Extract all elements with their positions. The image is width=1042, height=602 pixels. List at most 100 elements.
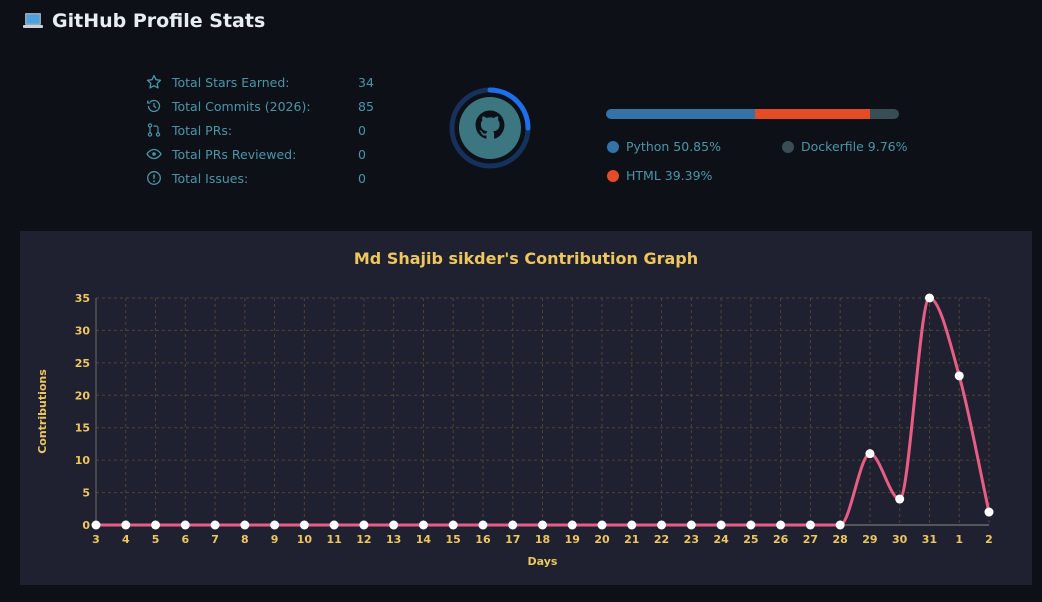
x-tick-label: 12 <box>356 533 371 546</box>
chart-title: Md Shajib sikder's Contribution Graph <box>353 249 699 268</box>
data-point <box>91 520 101 530</box>
x-tick-label: 5 <box>152 533 160 546</box>
x-tick-label: 26 <box>773 533 789 546</box>
data-point <box>121 520 131 530</box>
dockerfile-dot-icon <box>782 140 794 153</box>
stat-label: Total Commits (2026): <box>172 98 311 114</box>
x-tick-label: 3 <box>92 533 100 546</box>
data-point <box>686 520 696 530</box>
data-point <box>865 449 875 459</box>
stat-value: 0 <box>358 170 366 186</box>
language-bar <box>606 109 899 119</box>
language-bar-html <box>754 109 871 119</box>
data-point <box>924 293 934 303</box>
y-tick-label: 20 <box>75 389 91 402</box>
pull-request-icon <box>147 123 161 137</box>
stat-row-reviews: Total PRs Reviewed: 0 <box>146 144 386 164</box>
x-tick-label: 21 <box>624 533 639 546</box>
x-tick-label: 30 <box>892 533 908 546</box>
data-point <box>270 520 280 530</box>
y-tick-label: 10 <box>75 454 91 467</box>
data-point <box>597 520 607 530</box>
data-point <box>151 520 161 530</box>
x-tick-label: 9 <box>271 533 279 546</box>
stat-value: 34 <box>358 74 374 90</box>
stat-label: Total PRs: <box>172 122 233 138</box>
x-tick-label: 17 <box>505 533 520 546</box>
data-point <box>984 507 994 517</box>
y-tick-label: 5 <box>82 487 90 500</box>
x-tick-label: 2 <box>985 533 993 546</box>
x-tick-label: 31 <box>922 533 937 546</box>
y-tick-label: 0 <box>82 519 90 532</box>
x-tick-label: 23 <box>684 533 699 546</box>
data-point <box>567 520 577 530</box>
legend-html: HTML 39.39% <box>607 168 712 183</box>
star-icon <box>146 74 162 89</box>
x-tick-label: 25 <box>743 533 758 546</box>
data-point <box>418 520 428 530</box>
progress-ring-fill <box>449 87 531 169</box>
python-dot-icon <box>607 140 619 153</box>
x-tick-label: 18 <box>535 533 550 546</box>
data-point <box>299 520 309 530</box>
data-point <box>627 520 637 530</box>
data-point <box>657 520 667 530</box>
data-point <box>954 371 964 381</box>
legend-python: Python 50.85% <box>607 139 721 154</box>
language-bar-dockerfile <box>870 109 899 119</box>
data-point <box>716 520 726 530</box>
y-tick-label: 35 <box>75 292 90 305</box>
data-point <box>895 494 905 504</box>
x-tick-label: 10 <box>297 533 313 546</box>
data-point <box>448 520 458 530</box>
stat-label: Total Stars Earned: <box>172 74 290 90</box>
x-tick-label: 8 <box>241 533 249 546</box>
x-tick-label: 15 <box>446 533 461 546</box>
y-tick-label: 30 <box>75 324 91 337</box>
data-point <box>835 520 845 530</box>
stat-label: Total Issues: <box>172 170 249 186</box>
stat-value: 85 <box>358 98 374 114</box>
stat-label: Total PRs Reviewed: <box>172 146 297 162</box>
y-axis-label: Contributions <box>36 369 49 454</box>
y-tick-label: 25 <box>75 357 90 370</box>
avatar-circle <box>459 97 521 159</box>
eye-icon <box>146 148 162 160</box>
laptop-icon <box>23 13 43 28</box>
x-tick-label: 14 <box>416 533 432 546</box>
data-point <box>359 520 369 530</box>
stat-row-stars: Total Stars Earned: 34 <box>146 72 386 92</box>
x-tick-label: 16 <box>475 533 491 546</box>
legend-dockerfile: Dockerfile 9.76% <box>782 139 908 154</box>
y-tick-label: 15 <box>75 422 90 435</box>
data-point <box>805 520 815 530</box>
x-tick-label: 7 <box>211 533 219 546</box>
x-tick-label: 4 <box>122 533 130 546</box>
legend-dockerfile-label: Dockerfile 9.76% <box>801 139 908 154</box>
x-tick-label: 22 <box>654 533 669 546</box>
x-tick-label: 19 <box>565 533 580 546</box>
x-tick-label: 6 <box>181 533 189 546</box>
data-point <box>478 520 488 530</box>
language-bar-python <box>606 109 755 119</box>
x-tick-label: 27 <box>803 533 818 546</box>
history-icon <box>147 99 161 113</box>
github-icon <box>475 110 505 139</box>
stat-value: 0 <box>358 122 366 138</box>
issue-icon <box>147 171 161 185</box>
data-point <box>329 520 339 530</box>
stat-row-prs: Total PRs: 0 <box>146 120 386 140</box>
data-point <box>180 520 190 530</box>
stat-row-commits: Total Commits (2026): 85 <box>146 96 386 116</box>
legend-html-label: HTML 39.39% <box>626 168 713 183</box>
x-tick-label: 24 <box>713 533 729 546</box>
data-point <box>210 520 220 530</box>
x-tick-label: 20 <box>594 533 610 546</box>
data-point <box>508 520 518 530</box>
x-tick-label: 13 <box>386 533 401 546</box>
x-tick-label: 1 <box>955 533 963 546</box>
x-tick-label: 11 <box>326 533 341 546</box>
x-tick-label: 29 <box>862 533 877 546</box>
